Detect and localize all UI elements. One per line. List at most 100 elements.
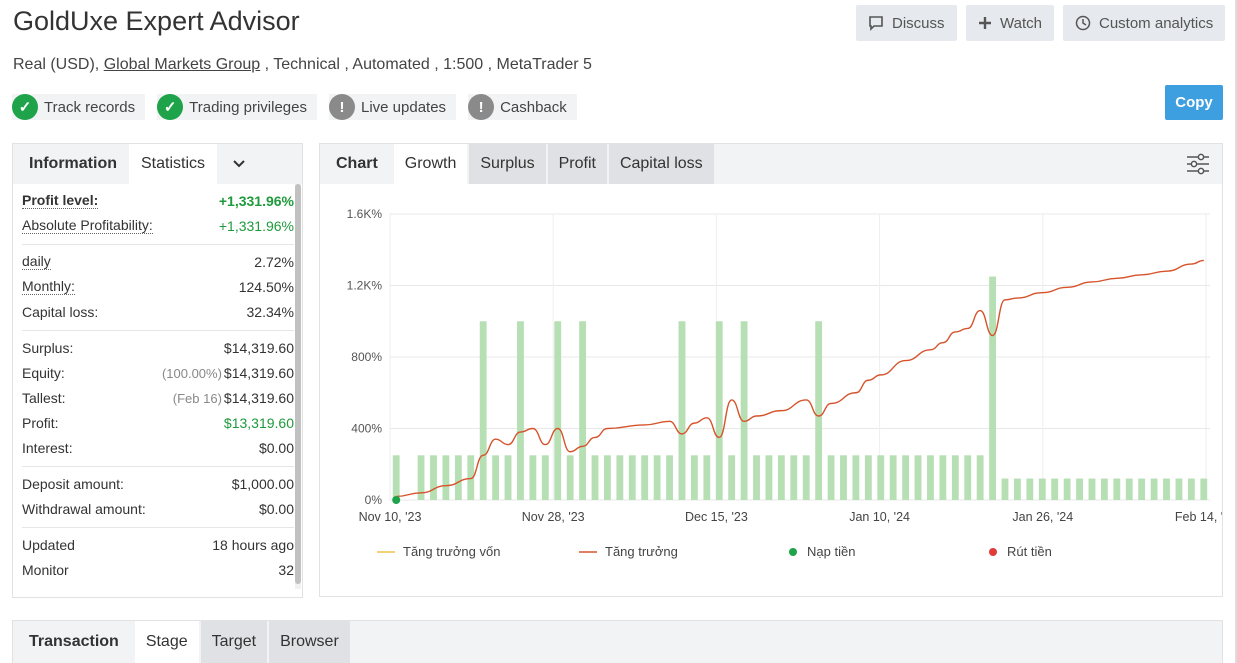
stats-list: Profit level: +1,331.96% Absolute Profit… xyxy=(13,184,296,597)
deposit-bar xyxy=(877,455,885,500)
custom-analytics-label: Custom analytics xyxy=(1099,14,1214,32)
deposit-bar xyxy=(1150,478,1158,500)
stat-value: 2.72% xyxy=(254,253,294,270)
deposit-bar xyxy=(777,455,785,500)
stat-profit: Profit: $13,319.60 xyxy=(22,410,294,435)
deposit-bar xyxy=(840,455,847,500)
deposit-bar xyxy=(504,455,512,500)
stat-absolute-profitability: Absolute Profitability: +1,331.96% xyxy=(22,213,294,238)
chart-panel: Chart Growth Surplus Profit Capital loss… xyxy=(319,143,1223,597)
legend-withdraw[interactable]: Rút tiền xyxy=(987,544,1052,559)
transaction-label: Transaction xyxy=(29,633,119,650)
x-tick-label: Nov 10, '23 xyxy=(359,510,422,524)
stat-equity: Equity: (100.00%) $14,319.60 xyxy=(22,360,294,385)
stat-label: Tallest: xyxy=(22,389,66,406)
stat-note: (Feb 16) xyxy=(172,390,222,406)
badge-label: Cashback xyxy=(500,98,567,116)
stat-label: Withdrawal amount: xyxy=(22,500,146,517)
tab-browser[interactable]: Browser xyxy=(269,621,350,663)
deposit-bar xyxy=(951,455,959,500)
deposit-bar xyxy=(690,455,698,500)
deposit-bar xyxy=(1026,478,1034,500)
chart-label: Chart xyxy=(336,155,378,172)
watch-button[interactable]: Watch xyxy=(966,5,1054,41)
deposit-point xyxy=(392,496,401,504)
stat-label: Monitor xyxy=(22,561,69,578)
stat-label[interactable]: daily xyxy=(22,253,51,270)
badge-track-records: ✓ Track records xyxy=(12,94,146,120)
tab-capital-loss[interactable]: Capital loss xyxy=(608,144,714,184)
legend-growth-capital[interactable]: Tăng trưởng vốn xyxy=(377,544,500,559)
discuss-button[interactable]: Discuss xyxy=(856,5,957,41)
deposit-bar xyxy=(392,455,400,500)
statistics-panel: Information Statistics Profit level: +1,… xyxy=(12,143,303,598)
tab-target[interactable]: Target xyxy=(200,621,268,663)
deposit-bar xyxy=(976,455,984,500)
stat-label: Capital loss: xyxy=(22,303,99,320)
y-tick-label: 400% xyxy=(351,422,382,436)
deposit-bar xyxy=(430,455,437,500)
tab-statistics[interactable]: Statistics xyxy=(129,144,218,184)
legend-label: Tăng trưởng xyxy=(605,544,678,559)
stats-dropdown-toggle[interactable] xyxy=(217,144,261,184)
stat-deposit: Deposit amount: $1,000.00 xyxy=(22,471,294,496)
stat-value: 18 hours ago xyxy=(212,536,294,553)
stats-group-rates: daily 2.72% Monthly: 124.50% Capital los… xyxy=(22,245,294,331)
stat-label[interactable]: Absolute Profitability: xyxy=(22,217,153,234)
deposit-bar xyxy=(989,276,996,500)
stat-label: Surplus: xyxy=(22,339,74,356)
stats-scrollbar[interactable] xyxy=(295,184,301,589)
stat-note: (100.00%) xyxy=(161,365,222,381)
deposit-bar xyxy=(852,455,860,500)
y-tick-label: 1.2K% xyxy=(347,279,383,293)
account-type: Real (USD), xyxy=(13,56,104,73)
legend-dot-red xyxy=(989,547,997,556)
deposit-bar xyxy=(927,455,934,500)
stat-value: $0.00 xyxy=(258,500,294,517)
broker-link[interactable]: Global Markets Group xyxy=(103,56,261,73)
deposit-bar xyxy=(765,455,773,500)
stat-monthly: Monthly: 124.50% xyxy=(22,274,294,299)
stat-value: $1,000.00 xyxy=(231,475,294,492)
settings-sliders-icon[interactable] xyxy=(1186,153,1210,175)
stat-capital-loss: Capital loss: 32.34% xyxy=(22,299,294,324)
deposit-bar xyxy=(1051,478,1059,500)
scrollbar-thumb[interactable] xyxy=(295,184,301,584)
tab-growth[interactable]: Growth xyxy=(393,144,468,184)
check-circle-icon: ✓ xyxy=(12,94,38,120)
deposit-bar xyxy=(417,455,425,500)
copy-button[interactable]: Copy xyxy=(1165,85,1223,120)
deposit-bar xyxy=(914,455,922,500)
badge-label: Live updates xyxy=(360,98,447,116)
tab-stage[interactable]: Stage xyxy=(134,621,199,663)
legend-growth[interactable]: Tăng trưởng xyxy=(579,544,678,559)
tab-profit[interactable]: Profit xyxy=(547,144,607,184)
stat-value: $0.00 xyxy=(258,439,294,456)
deposit-bar xyxy=(1113,478,1121,500)
deposit-bar xyxy=(1076,478,1083,500)
deposit-bar xyxy=(1063,478,1071,500)
stat-value: 32 xyxy=(278,561,294,578)
stat-monitor: Monitor 32 xyxy=(22,557,294,582)
stat-value: $14,319.60 xyxy=(223,364,294,381)
deposit-bar xyxy=(628,455,636,500)
tab-information[interactable]: Information xyxy=(29,155,117,172)
stat-interest: Interest: $0.00 xyxy=(22,435,294,460)
deposit-bar xyxy=(939,455,947,500)
stat-label[interactable]: Monthly: xyxy=(22,278,75,295)
chat-icon xyxy=(869,16,883,31)
deposit-bar xyxy=(1187,478,1195,500)
stat-label[interactable]: Profit level: xyxy=(22,192,99,209)
stats-group-profit: Profit level: +1,331.96% Absolute Profit… xyxy=(22,184,294,245)
legend-deposit[interactable]: Nạp tiền xyxy=(787,544,855,559)
deposit-bar xyxy=(827,455,835,500)
deposit-bar xyxy=(554,321,562,500)
y-tick-label: 800% xyxy=(351,350,382,364)
stat-value: $14,319.60 xyxy=(223,339,294,356)
deposit-bar xyxy=(616,455,624,500)
tab-surplus[interactable]: Surplus xyxy=(469,144,546,184)
deposit-bar xyxy=(591,455,599,500)
custom-analytics-button[interactable]: Custom analytics xyxy=(1063,5,1226,41)
account-details: , Technical , Automated , 1:500 , MetaTr… xyxy=(260,56,592,73)
stat-value: 124.50% xyxy=(238,278,294,295)
